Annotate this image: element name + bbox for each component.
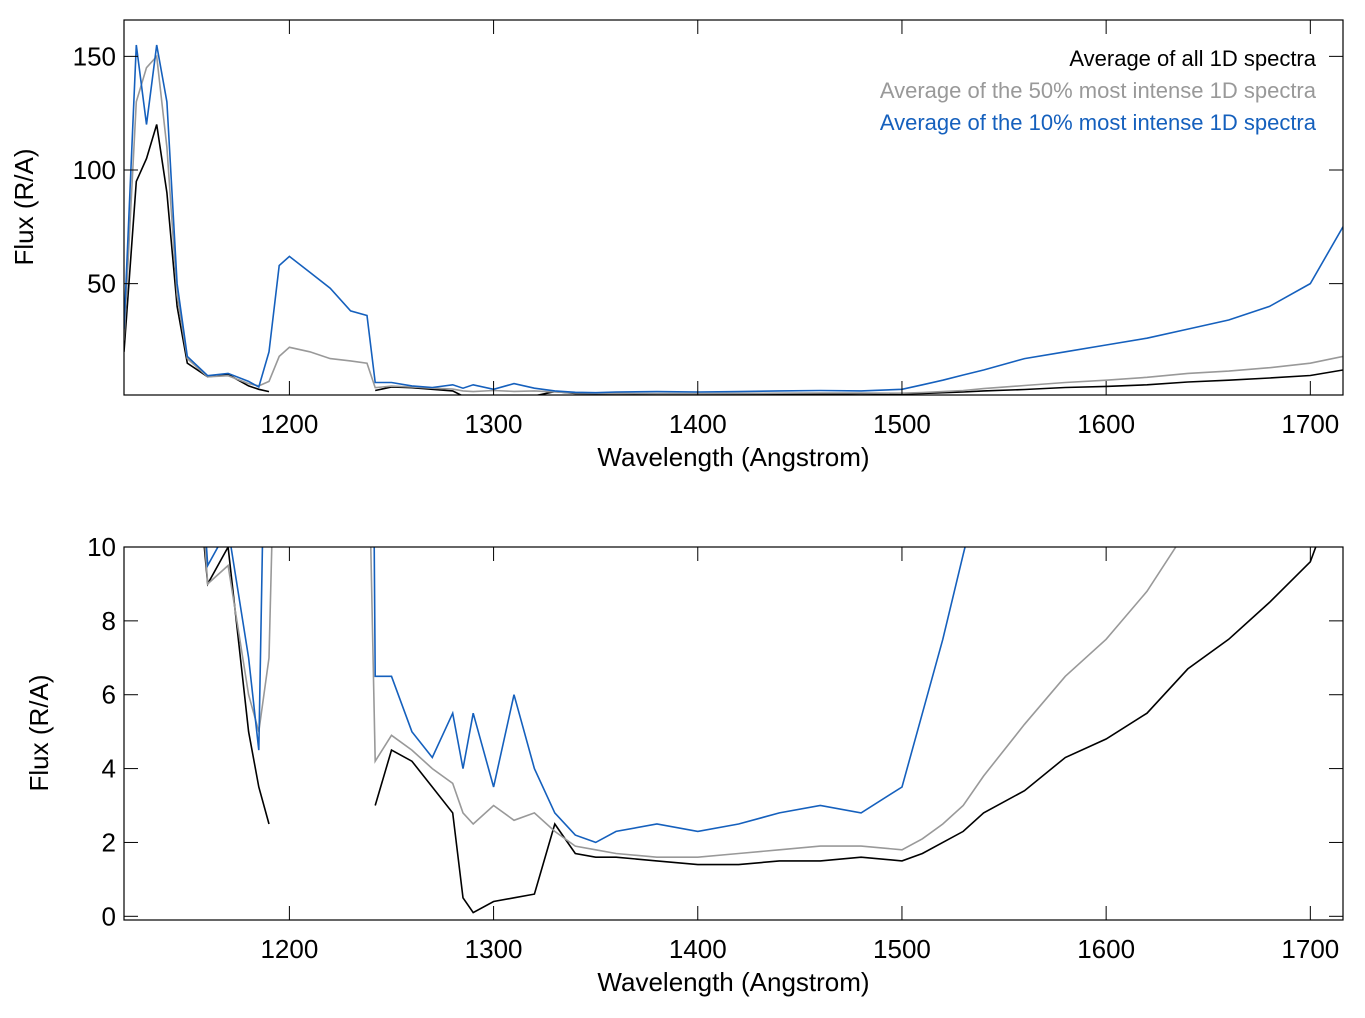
legend-entry: Average of all 1D spectra [1069,46,1316,71]
x-tick-label: 1200 [260,934,318,964]
x-axis-title: Wavelength (Angstrom) [597,967,869,997]
y-tick-label: 4 [102,754,116,784]
legend-entry: Average of the 50% most intense 1D spect… [880,78,1317,103]
x-tick-label: 1600 [1077,934,1135,964]
series-line [124,44,1343,394]
legend-entry: Average of the 10% most intense 1D spect… [880,110,1317,135]
x-tick-label: 1700 [1281,934,1339,964]
y-tick-label: 10 [87,532,116,562]
x-axis-title: Wavelength (Angstrom) [597,442,869,472]
x-tick-label: 1400 [669,409,727,439]
chart-panel: 1200 1300 1400 1500 1600 1700 50 100 150 Waveleng… [9,19,1344,472]
plot-frame [123,19,1344,396]
series-line [203,547,1317,914]
x-tick-label: 1500 [873,409,931,439]
series-line [124,54,1343,395]
y-tick-label: 100 [73,155,116,185]
y-tick-label: 150 [73,41,116,71]
x-tick-label: 1300 [465,409,523,439]
x-tick-label: 1300 [465,934,523,964]
y-tick-label: 50 [87,269,116,299]
series-line [205,547,966,844]
x-tick-label: 1200 [260,409,318,439]
x-tick-label: 1600 [1077,409,1135,439]
y-tick-label: 0 [102,901,116,931]
plot-frame [123,546,1344,921]
x-tick-label: 1700 [1281,409,1339,439]
y-axis-title: Flux (R/A) [24,675,54,792]
series-line [124,124,1343,395]
y-tick-label: 6 [102,680,116,710]
x-tick-label: 1400 [669,934,727,964]
y-tick-label: 8 [102,606,116,636]
x-tick-label: 1500 [873,934,931,964]
series-line [204,547,1177,858]
chart-panel: 1200 1300 1400 1500 1600 1700 0 2 4 6 8 10 Wavelengt… [24,532,1344,997]
y-axis-title: Flux (R/A) [9,149,39,266]
y-tick-label: 2 [102,827,116,857]
